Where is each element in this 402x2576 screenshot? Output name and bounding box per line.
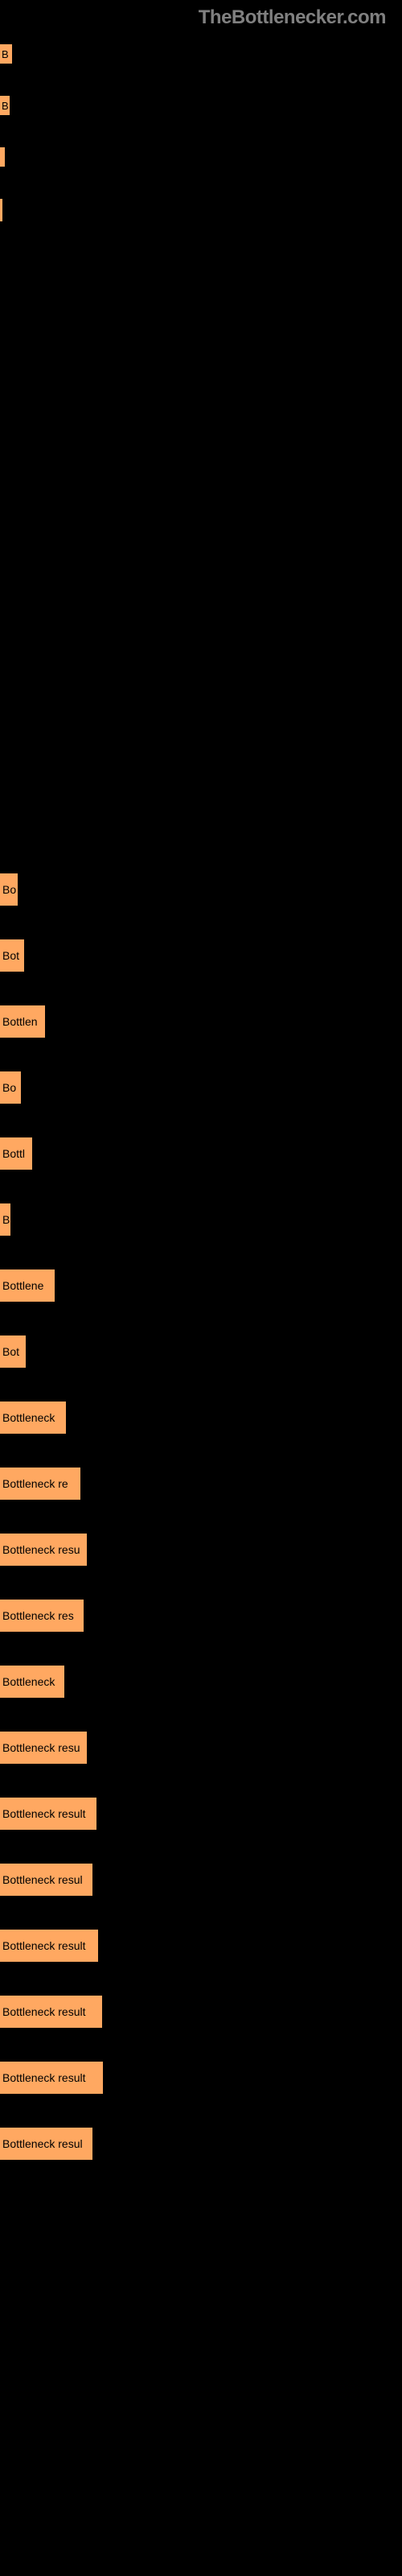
result-bar-label: Bottleneck resul (2, 1873, 83, 1886)
watermark-text: TheBottlenecker.com (199, 6, 386, 29)
result-bar-label: Bottleneck (2, 1411, 55, 1424)
result-bar: Bottleneck resul (0, 2128, 92, 2160)
result-bar-label: Bot (2, 1345, 19, 1358)
result-bar-label: Bottleneck resu (2, 1543, 80, 1556)
result-bar: Bo (0, 1071, 21, 1104)
result-bars-section: Bo Bot Bottlen Bo Bottl B Bottlene Bot Bottlenec… (0, 278, 402, 2160)
result-bar-label: Bottl (2, 1147, 25, 1160)
top-bar-2: B (0, 96, 10, 115)
result-bar-label: Bo (2, 1081, 16, 1094)
result-bar: Bottleneck result (0, 2062, 103, 2094)
result-bar-label: Bottleneck result (2, 2071, 86, 2084)
top-bars-section: B B (0, 0, 402, 221)
result-bar-label: Bot (2, 949, 19, 962)
result-bar: Bottleneck resu (0, 1534, 87, 1566)
result-bar-label: Bottleneck result (2, 1807, 86, 1820)
result-bar: Bottleneck resul (0, 1864, 92, 1896)
result-bar: Bottleneck result (0, 1996, 102, 2028)
result-bar-label: Bottleneck resul (2, 2137, 83, 2150)
result-bar: Bo (0, 873, 18, 906)
result-bar: B (0, 1203, 10, 1236)
result-bar: Bottlen (0, 1005, 45, 1038)
top-bar-3 (0, 147, 5, 167)
result-bar: Bottleneck resu (0, 1732, 87, 1764)
result-bar-label: Bottlene (2, 1279, 43, 1292)
result-bar: Bot (0, 1335, 26, 1368)
result-bar-label: Bottleneck re (2, 1477, 68, 1490)
result-bar: Bottleneck (0, 1402, 66, 1434)
result-bar: Bottleneck res (0, 1600, 84, 1632)
result-bar: Bottleneck result (0, 1798, 96, 1830)
top-bar-label: B (2, 48, 9, 60)
top-bar-label: B (2, 100, 9, 112)
result-bar: Bottleneck result (0, 1930, 98, 1962)
result-bar: Bot (0, 939, 24, 972)
top-bar-1: B (0, 44, 12, 64)
result-bar-label: Bottleneck (2, 1675, 55, 1688)
result-bar: Bottlene (0, 1269, 55, 1302)
result-bar-label: Bottleneck res (2, 1609, 74, 1622)
top-bar-4 (0, 199, 2, 221)
result-bar-label: B (2, 1213, 10, 1226)
result-bar: Bottleneck (0, 1666, 64, 1698)
result-bar: Bottl (0, 1137, 32, 1170)
result-bar-label: Bottleneck resu (2, 1741, 80, 1754)
result-bar: Bottleneck re (0, 1468, 80, 1500)
result-bar-label: Bottleneck result (2, 2005, 86, 2018)
result-bar-label: Bo (2, 883, 16, 896)
result-bar-label: Bottlen (2, 1015, 38, 1028)
result-bar-label: Bottleneck result (2, 1939, 86, 1952)
